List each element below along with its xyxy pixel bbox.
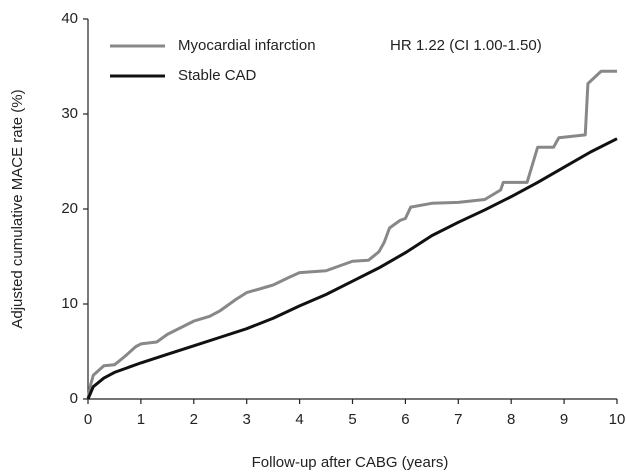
x-tick-label: 4 <box>295 411 303 428</box>
y-tick-label: 0 <box>70 390 78 407</box>
x-tick-label: 8 <box>507 411 515 428</box>
x-tick-label: 9 <box>560 411 568 428</box>
y-tick-label: 20 <box>61 200 78 217</box>
x-tick-label: 1 <box>137 411 145 428</box>
legend-label: Stable CAD <box>178 67 257 84</box>
x-tick-label: 2 <box>190 411 198 428</box>
x-tick-label: 5 <box>348 411 356 428</box>
x-tick-label: 10 <box>609 411 626 428</box>
x-tick-label: 3 <box>243 411 251 428</box>
y-tick-label: 30 <box>61 105 78 122</box>
y-axis-label: Adjusted cumulative MACE rate (%) <box>9 89 26 328</box>
x-tick-label: 7 <box>454 411 462 428</box>
series-line <box>86 137 618 400</box>
y-tick-label: 10 <box>61 295 78 312</box>
series-line <box>86 69 617 400</box>
annotation: HR 1.22 (CI 1.00-1.50) <box>390 37 542 54</box>
x-tick-label: 6 <box>401 411 409 428</box>
x-axis-label: Follow-up after CABG (years) <box>252 454 449 471</box>
legend-label: Myocardial infarction <box>178 37 316 54</box>
x-tick-label: 0 <box>84 411 92 428</box>
y-tick-label: 40 <box>61 10 78 27</box>
